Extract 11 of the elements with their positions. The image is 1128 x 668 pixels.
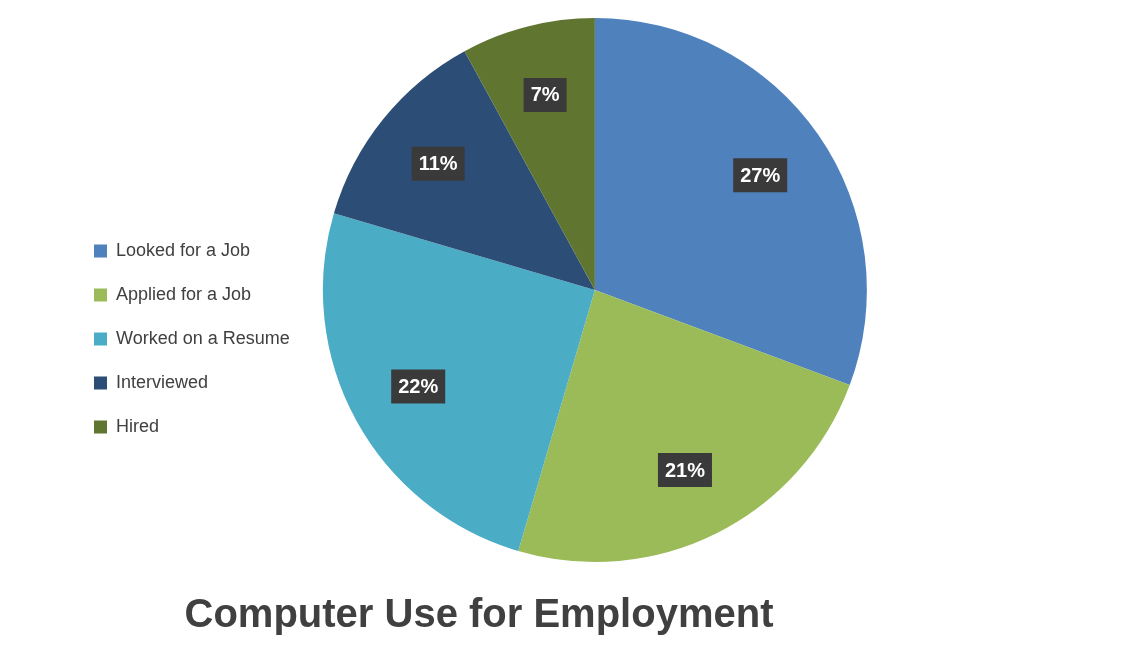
data-label: 7%: [530, 83, 560, 106]
text: Computer Use for Employment: [184, 591, 774, 636]
legend-label: Worked on a Resume: [116, 327, 290, 348]
legend-label: Looked for a Job: [116, 239, 251, 260]
data-label: 11%: [418, 152, 458, 175]
legend-label: Interviewed: [116, 371, 209, 392]
legend-label: Hired: [116, 415, 160, 436]
data-label: 27%: [740, 163, 781, 186]
legend-label: Applied for a Job: [116, 283, 252, 304]
data-label: 22%: [398, 374, 439, 397]
data-label: 21%: [664, 458, 706, 481]
